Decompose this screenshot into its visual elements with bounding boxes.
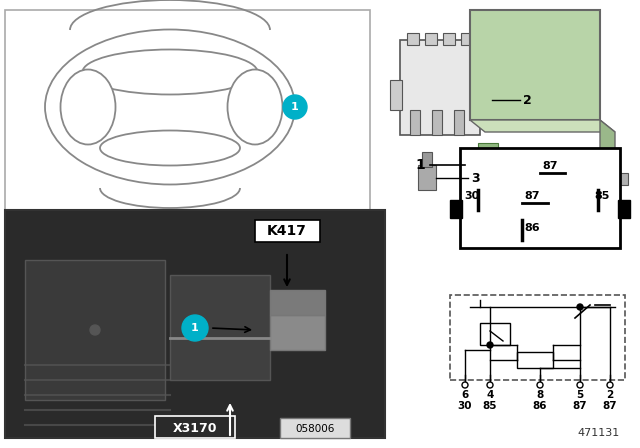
Ellipse shape — [227, 69, 282, 145]
Bar — [400, 40, 480, 135]
Bar — [450, 295, 625, 380]
Bar — [425, 33, 437, 45]
Bar — [270, 290, 325, 315]
Text: 30: 30 — [465, 191, 479, 201]
Bar — [517, 352, 553, 368]
Text: X3170: X3170 — [173, 422, 217, 435]
Bar — [407, 33, 419, 45]
Bar — [5, 10, 370, 210]
Bar — [280, 418, 350, 438]
Circle shape — [487, 342, 493, 348]
Bar — [580, 210, 592, 238]
Circle shape — [90, 325, 100, 335]
Bar — [5, 210, 385, 438]
Text: 3: 3 — [471, 172, 479, 185]
Text: 86: 86 — [532, 401, 547, 411]
Bar — [450, 200, 462, 218]
Bar — [432, 110, 442, 135]
Bar — [595, 210, 607, 238]
Circle shape — [577, 382, 583, 388]
Text: 8: 8 — [536, 390, 543, 400]
Text: 87: 87 — [542, 161, 557, 171]
Bar — [418, 165, 436, 190]
Bar — [25, 260, 165, 400]
Text: 2: 2 — [523, 94, 532, 107]
Bar — [422, 152, 432, 167]
Circle shape — [283, 95, 307, 119]
Bar — [390, 80, 402, 110]
Text: 87: 87 — [524, 191, 540, 201]
Polygon shape — [600, 120, 615, 230]
Bar — [454, 110, 464, 135]
Text: K417: K417 — [267, 224, 307, 238]
Ellipse shape — [61, 69, 115, 145]
Bar — [270, 315, 325, 350]
Bar — [618, 200, 630, 218]
Text: 058006: 058006 — [295, 424, 335, 434]
Bar — [410, 110, 420, 135]
Text: 1: 1 — [191, 323, 199, 333]
Bar — [170, 275, 270, 380]
Text: 1: 1 — [291, 102, 299, 112]
Circle shape — [537, 382, 543, 388]
Text: 87: 87 — [573, 401, 588, 411]
Text: 86: 86 — [524, 223, 540, 233]
Text: 87: 87 — [603, 401, 618, 411]
Text: 2: 2 — [606, 390, 614, 400]
Bar — [565, 210, 577, 238]
Bar — [255, 220, 320, 242]
Ellipse shape — [100, 130, 240, 165]
Bar — [478, 143, 498, 165]
Bar — [155, 416, 235, 438]
Polygon shape — [470, 120, 615, 132]
Text: 4: 4 — [486, 390, 493, 400]
Text: 6: 6 — [461, 390, 468, 400]
Ellipse shape — [83, 49, 257, 95]
Text: 5: 5 — [577, 390, 584, 400]
Bar — [460, 148, 620, 248]
Circle shape — [182, 315, 208, 341]
Text: 85: 85 — [595, 191, 610, 201]
Circle shape — [462, 382, 468, 388]
Bar — [443, 33, 455, 45]
Text: 1: 1 — [415, 158, 425, 172]
Circle shape — [577, 304, 583, 310]
Ellipse shape — [45, 30, 295, 185]
Text: 85: 85 — [483, 401, 497, 411]
Bar — [461, 33, 473, 45]
Bar — [470, 10, 600, 120]
Bar — [480, 323, 510, 345]
Circle shape — [487, 382, 493, 388]
Circle shape — [607, 382, 613, 388]
Text: 30: 30 — [458, 401, 472, 411]
Bar — [480, 80, 492, 110]
Bar — [610, 173, 628, 185]
Text: 471131: 471131 — [578, 428, 620, 438]
